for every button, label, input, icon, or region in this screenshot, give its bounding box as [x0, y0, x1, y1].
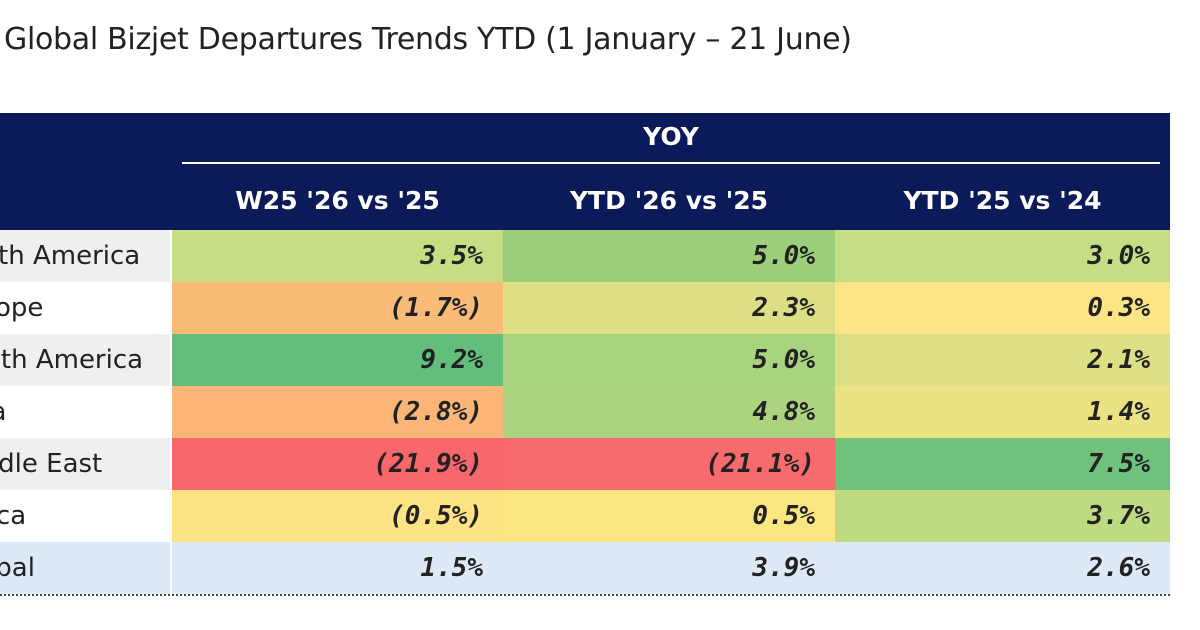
table-cell: 1.5%: [172, 542, 503, 594]
row-label: South America: [0, 334, 170, 386]
yoy-group-header: YOY: [643, 122, 699, 151]
row-label: Europe: [0, 293, 44, 323]
column-header-3: YTD '25 vs '24: [903, 186, 1102, 215]
column-header-1: W25 '26 vs '25: [235, 186, 440, 215]
table-cell: 0.3%: [835, 282, 1170, 334]
table-cell: (0.5%): [172, 490, 503, 542]
row-label: Middle East: [0, 438, 170, 490]
column-header-2: YTD '26 vs '25: [569, 186, 769, 215]
table-cell: 1.4%: [835, 386, 1170, 438]
table-cell: 4.8%: [503, 386, 835, 438]
table-cell: 2.6%: [835, 542, 1170, 594]
table-cell: (2.8%): [172, 386, 503, 438]
table-cell: 3.0%: [835, 230, 1170, 282]
table-cell: 5.0%: [503, 334, 835, 386]
row-label: Africa: [0, 501, 27, 531]
table-bottom-border: [0, 594, 1170, 596]
table-cell: (21.9%): [172, 438, 503, 490]
table-cell: (21.1%): [503, 438, 835, 490]
table-cell: 5.0%: [503, 230, 835, 282]
table-cell: 2.3%: [503, 282, 835, 334]
row-label: Global: [0, 542, 170, 594]
table-cell: 9.2%: [172, 334, 503, 386]
yoy-divider-line: [182, 162, 1160, 164]
chart-title: Global Bizjet Departures Trends YTD (1 J…: [4, 22, 852, 57]
table-cell: 3.5%: [172, 230, 503, 282]
row-label: North America: [0, 230, 170, 282]
table-cell: 7.5%: [835, 438, 1170, 490]
table-cell: 3.9%: [503, 542, 835, 594]
table-cell: 0.5%: [503, 490, 835, 542]
table-cell: 2.1%: [835, 334, 1170, 386]
table-header-band: [0, 113, 1170, 230]
table-cell: (1.7%): [172, 282, 503, 334]
table-cell: 3.7%: [835, 490, 1170, 542]
row-label: Asia: [0, 386, 170, 438]
